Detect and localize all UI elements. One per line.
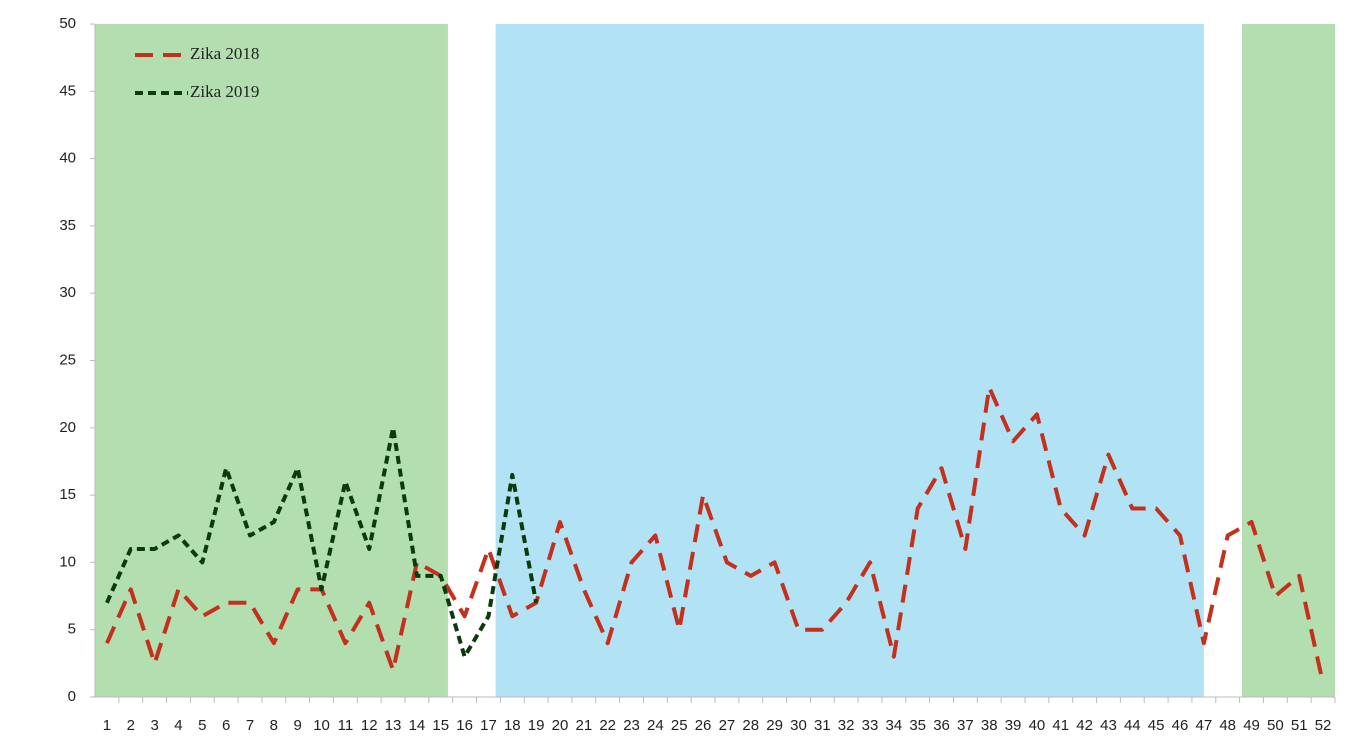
x-tick-label: 47 xyxy=(1196,717,1213,734)
x-tick-label: 5 xyxy=(198,717,206,734)
x-tick-label: 39 xyxy=(1005,717,1022,734)
x-tick-label: 7 xyxy=(246,717,254,734)
x-tick-label: 43 xyxy=(1100,717,1117,734)
x-tick-label: 20 xyxy=(552,717,569,734)
x-tick-label: 46 xyxy=(1172,717,1189,734)
x-tick-label: 24 xyxy=(647,717,664,734)
x-tick-label: 3 xyxy=(150,717,158,734)
x-tick-label: 15 xyxy=(432,717,449,734)
y-tick-label: 40 xyxy=(59,150,76,167)
y-tick-label: 10 xyxy=(59,553,76,570)
x-tick-label: 35 xyxy=(909,717,926,734)
x-tick-label: 22 xyxy=(599,717,616,734)
shaded-region xyxy=(1242,24,1335,697)
x-tick-label: 6 xyxy=(222,717,230,734)
x-tick-label: 52 xyxy=(1315,717,1332,734)
x-tick-label: 2 xyxy=(127,717,135,734)
x-tick-label: 12 xyxy=(361,717,378,734)
y-tick-label: 45 xyxy=(59,82,76,99)
x-tick-label: 23 xyxy=(623,717,640,734)
series-line xyxy=(105,425,539,659)
shaded-region xyxy=(495,24,1204,697)
x-tick-label: 28 xyxy=(742,717,759,734)
x-tick-label: 19 xyxy=(528,717,545,734)
x-tick-label: 30 xyxy=(790,717,807,734)
shaded-region xyxy=(95,24,448,697)
legend-label: Zika 2018 xyxy=(190,44,259,63)
x-tick-label: 40 xyxy=(1029,717,1046,734)
x-tick-label: 45 xyxy=(1148,717,1165,734)
y-tick-label: 15 xyxy=(59,486,76,503)
x-tick-label: 38 xyxy=(981,717,998,734)
x-tick-label: 31 xyxy=(814,717,831,734)
x-tick-label: 37 xyxy=(957,717,974,734)
y-tick-label: 20 xyxy=(59,419,76,436)
series-line xyxy=(105,385,1326,684)
x-tick-label: 1 xyxy=(103,717,111,734)
x-tick-label: 8 xyxy=(270,717,278,734)
y-tick-label: 30 xyxy=(59,284,76,301)
x-tick-label: 25 xyxy=(671,717,688,734)
x-tick-label: 21 xyxy=(576,717,593,734)
x-tick-label: 41 xyxy=(1052,717,1069,734)
x-tick-label: 50 xyxy=(1267,717,1284,734)
x-tick-label: 13 xyxy=(385,717,402,734)
x-tick-label: 42 xyxy=(1076,717,1093,734)
y-tick-label: 5 xyxy=(68,621,76,638)
x-tick-label: 16 xyxy=(456,717,473,734)
x-tick-label: 29 xyxy=(766,717,783,734)
x-tick-label: 11 xyxy=(338,717,354,734)
x-tick-label: 51 xyxy=(1291,717,1308,734)
x-tick-label: 48 xyxy=(1219,717,1236,734)
y-tick-label: 0 xyxy=(68,688,76,705)
y-tick-label: 50 xyxy=(59,15,76,32)
y-tick-label: 25 xyxy=(59,351,76,368)
y-tick-label: 35 xyxy=(59,217,76,234)
x-tick-label: 9 xyxy=(294,717,302,734)
x-tick-label: 10 xyxy=(313,717,330,734)
x-tick-label: 18 xyxy=(504,717,521,734)
x-tick-label: 4 xyxy=(174,717,182,734)
x-tick-label: 26 xyxy=(695,717,712,734)
x-tick-label: 33 xyxy=(862,717,879,734)
x-tick-label: 14 xyxy=(409,717,426,734)
x-tick-label: 17 xyxy=(480,717,497,734)
x-tick-label: 32 xyxy=(838,717,855,734)
x-tick-label: 36 xyxy=(933,717,950,734)
x-tick-label: 27 xyxy=(719,717,736,734)
x-tick-label: 49 xyxy=(1243,717,1260,734)
x-tick-label: 44 xyxy=(1124,717,1141,734)
legend-label: Zika 2019 xyxy=(190,82,259,101)
x-tick-label: 34 xyxy=(886,717,903,734)
